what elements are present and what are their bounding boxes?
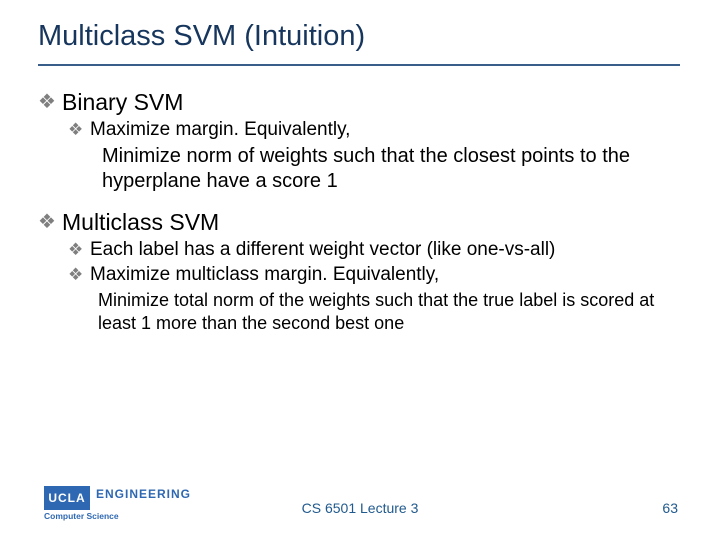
sub-text: Maximize margin. Equivalently,	[90, 118, 350, 142]
page-number: 63	[662, 500, 678, 516]
sub-text: Each label has a different weight vector…	[90, 238, 555, 262]
heading-text: Binary SVM	[62, 88, 183, 116]
logo-line1: ENGINEERING	[96, 487, 191, 501]
sub-text: Maximize multiclass margin. Equivalently…	[90, 263, 439, 287]
diamond-bullet-icon: ❖	[68, 118, 90, 142]
bullet-multiclass-svm: ❖ Multiclass SVM	[38, 208, 678, 236]
diamond-bullet-icon: ❖	[68, 238, 90, 262]
bullet-multi-sub2: ❖ Maximize multiclass margin. Equivalent…	[68, 263, 678, 287]
binary-detail: Minimize norm of weights such that the c…	[102, 144, 678, 194]
diamond-bullet-icon: ❖	[38, 88, 62, 116]
multi-detail: Minimize total norm of the weights such …	[98, 289, 678, 335]
detail-text: Minimize norm of weights such that the c…	[102, 144, 678, 194]
footer-course: CS 6501 Lecture 3	[0, 500, 720, 516]
bullet-binary-svm: ❖ Binary SVM	[38, 88, 678, 116]
diamond-bullet-icon: ❖	[68, 263, 90, 287]
title-rule	[38, 64, 680, 66]
bullet-multi-sub1: ❖ Each label has a different weight vect…	[68, 238, 678, 262]
diamond-bullet-icon: ❖	[38, 208, 62, 236]
slide: Multiclass SVM (Intuition) ❖ Binary SVM …	[0, 0, 720, 540]
slide-body: ❖ Binary SVM ❖ Maximize margin. Equivale…	[38, 86, 678, 335]
detail-text: Minimize total norm of the weights such …	[98, 289, 678, 335]
bullet-binary-sub1: ❖ Maximize margin. Equivalently,	[68, 118, 678, 142]
slide-title: Multiclass SVM (Intuition)	[38, 20, 365, 53]
heading-text: Multiclass SVM	[62, 208, 219, 236]
